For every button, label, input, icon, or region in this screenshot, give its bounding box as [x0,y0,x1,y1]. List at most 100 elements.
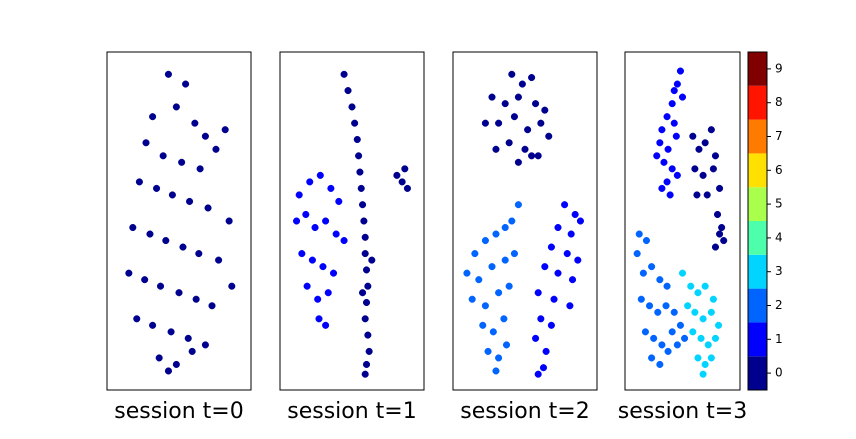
point [362,360,371,368]
point [188,347,196,355]
point [156,282,165,290]
point [362,266,371,274]
point [172,360,180,368]
point [571,210,579,219]
color-band [748,187,767,221]
point [357,184,365,192]
color-band [748,221,767,255]
point [501,100,509,108]
point [711,334,720,342]
point [308,256,316,264]
point [133,315,141,323]
point [361,315,369,323]
point [709,165,717,173]
point [532,334,540,342]
point [662,302,670,310]
tick-label: 0 [775,366,783,380]
point [359,289,367,297]
point [650,334,658,342]
color-band [748,322,767,357]
point [184,334,192,342]
point [355,152,363,160]
point [302,210,310,219]
point [348,103,356,111]
point [701,360,709,368]
color-band [748,288,767,323]
point [298,250,306,258]
point [225,217,233,225]
point [633,250,641,258]
point [492,367,500,375]
colorbar-frame [747,51,768,391]
point [500,315,508,323]
point [502,341,511,349]
tick-label: 8 [775,95,783,109]
point [315,315,323,323]
point [481,302,489,310]
point [521,145,529,153]
point [492,145,500,153]
panel-title: session t=0 [114,399,244,424]
point [164,70,172,78]
point [663,178,671,186]
point [568,276,577,284]
point [221,126,229,134]
point [664,347,672,355]
tick-label: 2 [775,298,783,312]
point [393,171,401,179]
point [364,282,372,290]
point [351,119,359,127]
point [510,113,518,121]
point [471,250,479,258]
point [514,201,522,209]
point [703,191,711,199]
point [172,103,180,111]
point [322,217,330,225]
point [293,217,301,225]
point [324,289,332,297]
point [495,354,503,362]
point [319,263,327,271]
point [707,126,715,134]
point [699,370,707,378]
point [658,126,666,134]
point [468,295,476,303]
point [716,230,724,238]
tick-label: 6 [775,163,783,177]
point [492,230,500,238]
point [484,347,492,355]
point [554,269,562,277]
point [701,282,709,290]
point [182,80,190,88]
point [550,295,558,303]
point [488,263,496,271]
point [716,184,724,192]
point [518,80,526,88]
color-band [748,119,767,154]
point [142,139,150,147]
point [711,152,720,160]
point [678,269,687,277]
point [141,276,149,284]
point [711,243,720,251]
point [663,113,671,121]
point [196,165,204,173]
point [125,269,133,277]
point [168,191,176,199]
point [481,119,489,127]
point [528,74,536,82]
point [332,230,340,238]
point [398,178,406,186]
point [699,171,707,179]
point [135,178,143,186]
point [670,87,678,95]
panel-frame [106,51,252,391]
point [648,263,656,271]
point [704,341,712,349]
point [681,334,689,342]
point [361,233,369,241]
point [567,230,575,238]
point [314,295,322,303]
point [508,217,516,225]
point [364,331,372,339]
